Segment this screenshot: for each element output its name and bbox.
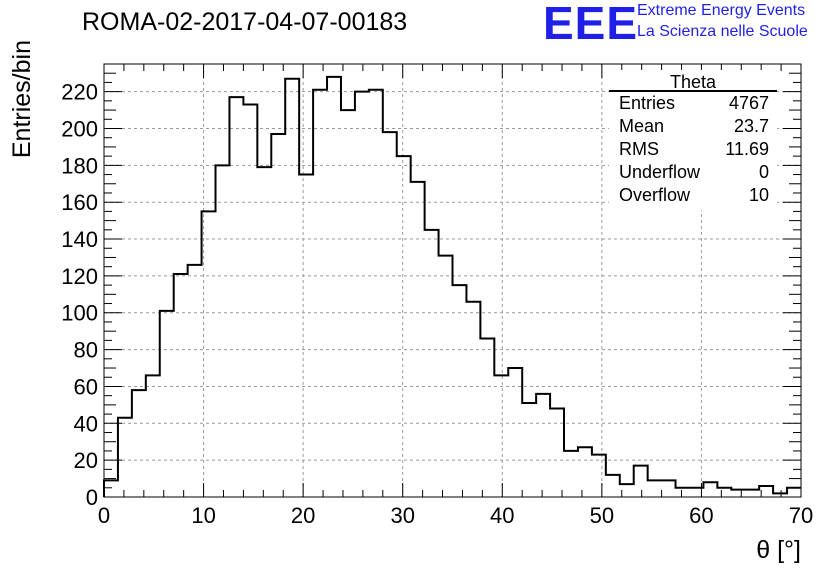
y-tick-label: 220 [61, 80, 98, 105]
stats-box: Theta Entries 4767 Mean 23.7 RMS 11.69 U… [609, 70, 777, 210]
y-tick-label: 60 [74, 374, 98, 399]
stats-divider [609, 90, 777, 92]
x-tick-labels: 0 10 20 30 40 50 60 70 [98, 503, 813, 528]
y-tick-label: 200 [61, 116, 98, 141]
x-axis-label: θ [°] [756, 536, 801, 564]
y-tick-label: 80 [74, 338, 98, 363]
y-tick-label: 160 [61, 190, 98, 215]
eee-logo: EEE [543, 0, 638, 46]
run-title: ROMA-02-2017-04-07-00183 [82, 8, 407, 37]
x-tick-label: 10 [191, 503, 215, 528]
y-tick-label: 180 [61, 153, 98, 178]
stats-row-mean: Mean 23.7 [619, 116, 769, 138]
stats-value: 11.69 [725, 139, 769, 160]
stats-label: Overflow [619, 185, 690, 206]
x-tick-label: 0 [98, 503, 110, 528]
logo-text-line-1: Extreme Energy Events [637, 2, 805, 20]
stats-value: 10 [749, 185, 769, 206]
y-tick-label: 20 [74, 448, 98, 473]
stats-label: Underflow [619, 162, 700, 183]
logo-text-line-2: La Scienza nelle Scuole [637, 23, 808, 41]
stats-row-rms: RMS 11.69 [619, 139, 769, 161]
y-tick-label: 120 [61, 264, 98, 289]
y-axis-label: Entries/bin [8, 40, 36, 158]
y-tick-labels: 0 20 40 60 80 100 120 140 160 180 200 220 [61, 80, 98, 510]
stats-label: RMS [619, 139, 659, 160]
x-tick-label: 50 [590, 503, 614, 528]
stats-row-entries: Entries 4767 [619, 93, 769, 115]
stats-label: Entries [619, 93, 675, 114]
x-tick-label: 70 [789, 503, 813, 528]
stats-value: 0 [759, 162, 769, 183]
stats-row-overflow: Overflow 10 [619, 185, 769, 207]
y-tick-label: 100 [61, 301, 98, 326]
stats-value: 23.7 [734, 116, 769, 137]
x-tick-label: 40 [490, 503, 514, 528]
y-tick-label: 140 [61, 227, 98, 252]
x-tick-label: 60 [689, 503, 713, 528]
stats-value: 4767 [729, 93, 769, 114]
x-tick-label: 20 [291, 503, 315, 528]
stats-label: Mean [619, 116, 664, 137]
y-tick-label: 40 [74, 411, 98, 436]
x-tick-label: 30 [390, 503, 414, 528]
y-tick-label: 0 [86, 485, 98, 510]
stats-row-underflow: Underflow 0 [619, 162, 769, 184]
